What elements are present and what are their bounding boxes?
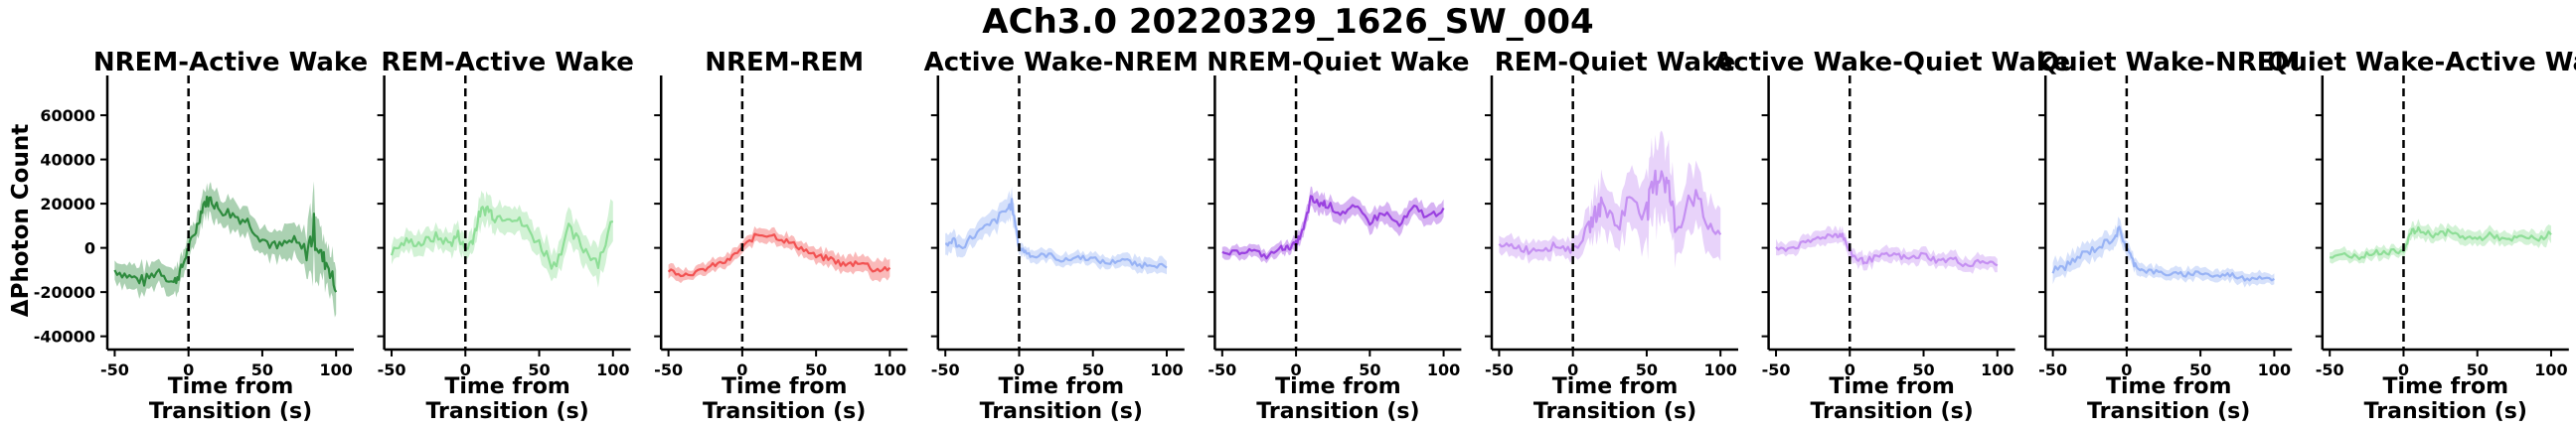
panel-title: Active Wake-NREM	[924, 48, 1199, 77]
panel-4: -50 0 50 100 Active Wake-NREM Time fromTransi…	[924, 48, 1199, 424]
error-band	[1221, 186, 1444, 264]
x-tick-label: 0	[736, 360, 747, 379]
x-tick-label: -50	[1208, 360, 1236, 379]
panel-2: -50 0 50 100 REM-Active Wake Time fromTransit…	[378, 48, 634, 424]
panel-1: -50 0 50 100 -40000 -20000 0 20000 40000 60000 NRE…	[34, 48, 368, 424]
y-axis-label: ΔPhoton Count	[8, 124, 34, 317]
x-tick-label: 100	[1981, 360, 2013, 379]
y-tick-label: -40000	[34, 328, 95, 347]
x-axis-label-line2: Transition (s)	[425, 399, 588, 424]
x-tick-label: 50	[1082, 360, 1104, 379]
x-tick-label: 100	[2258, 360, 2291, 379]
x-axis-label-line1: Time from	[722, 374, 848, 399]
panel-6: -50 0 50 100 REM-Quiet Wake Time fromTransiti…	[1485, 48, 1738, 424]
x-tick-label: -50	[931, 360, 960, 379]
x-tick-label: 100	[1427, 360, 1460, 379]
x-tick-label: 50	[1636, 360, 1658, 379]
panel-title: Active Wake-Quiet Wake	[1713, 48, 2070, 77]
x-axis-label-line2: Transition (s)	[2364, 399, 2527, 424]
x-tick-label: 100	[874, 360, 906, 379]
series-line	[667, 232, 891, 278]
y-tick-label: -20000	[34, 283, 95, 302]
figure-suptitle: ACh3.0 20220329_1626_SW_004	[982, 2, 1594, 42]
error-band	[1776, 225, 1998, 274]
y-tick-label: 20000	[40, 195, 95, 214]
x-tick-label: 0	[2121, 360, 2132, 379]
x-tick-label: -50	[100, 360, 129, 379]
x-tick-label: -50	[2316, 360, 2344, 379]
x-axis-label-line2: Transition (s)	[1256, 399, 1419, 424]
x-axis-label-line2: Transition (s)	[703, 399, 866, 424]
x-axis-label-line2: Transition (s)	[980, 399, 1143, 424]
panel-title: REM-Quiet Wake	[1495, 48, 1736, 77]
panel-title: REM-Active Wake	[381, 48, 633, 77]
x-tick-label: -50	[378, 360, 406, 379]
series-line	[1775, 232, 1999, 268]
x-tick-label: 0	[460, 360, 471, 379]
panel-7: -50 0 50 100 Active Wake-Quiet Wake Time from…	[1713, 48, 2070, 424]
series-line	[2329, 225, 2552, 261]
series-line	[390, 205, 614, 270]
x-tick-label: 0	[1567, 360, 1578, 379]
x-tick-label: 50	[251, 360, 273, 379]
x-tick-label: 50	[1359, 360, 1380, 379]
error-band	[2052, 216, 2275, 288]
x-tick-label: 0	[183, 360, 194, 379]
x-axis-label-line1: Time from	[444, 374, 570, 399]
x-tick-label: -50	[1762, 360, 1791, 379]
series-line	[1221, 195, 1445, 260]
series-line	[1498, 169, 1722, 255]
error-band	[114, 181, 337, 318]
x-tick-label: 100	[319, 360, 352, 379]
series-line	[113, 196, 338, 293]
x-axis-label-line1: Time from	[1275, 374, 1401, 399]
x-axis-label-line2: Transition (s)	[2087, 399, 2250, 424]
x-axis-label-line1: Time from	[1829, 374, 1955, 399]
x-tick-label: 50	[1912, 360, 1934, 379]
panel-title: NREM-Quiet Wake	[1207, 48, 1469, 77]
x-tick-label: 0	[1014, 360, 1025, 379]
y-tick-label: 60000	[40, 106, 95, 125]
x-tick-label: 50	[2189, 360, 2211, 379]
error-band	[668, 225, 890, 284]
x-tick-label: 0	[2398, 360, 2409, 379]
panel-title: Quiet Wake-NREM	[2037, 48, 2300, 77]
y-tick-label: 0	[84, 239, 95, 258]
x-tick-label: 100	[1150, 360, 1183, 379]
error-band	[1499, 130, 1721, 268]
x-tick-label: 0	[1845, 360, 1855, 379]
series-line	[944, 198, 1168, 269]
panel-9: -50 0 50 100 Quiet Wake-Active Wake Time from…	[2267, 48, 2576, 424]
x-axis-label-line2: Transition (s)	[1810, 399, 1973, 424]
panel-title: NREM-Active Wake	[93, 48, 368, 77]
x-tick-label: -50	[654, 360, 683, 379]
x-tick-label: 100	[596, 360, 629, 379]
error-band	[945, 186, 1167, 275]
x-tick-label: 100	[1703, 360, 1736, 379]
y-tick-label: 40000	[40, 151, 95, 170]
x-tick-label: 0	[1291, 360, 1302, 379]
panel-title: NREM-REM	[705, 48, 864, 77]
x-axis-label-line1: Time from	[1552, 374, 1679, 399]
x-axis-label-line2: Transition (s)	[149, 399, 312, 424]
x-axis-label-line1: Time from	[2106, 374, 2232, 399]
x-tick-label: -50	[1485, 360, 1514, 379]
x-tick-label: 50	[528, 360, 550, 379]
x-axis-label-line2: Transition (s)	[1533, 399, 1696, 424]
x-tick-label: -50	[2038, 360, 2067, 379]
x-tick-label: 100	[2534, 360, 2567, 379]
x-tick-label: 50	[805, 360, 827, 379]
x-tick-label: 50	[2467, 360, 2489, 379]
x-axis-label-line1: Time from	[168, 374, 294, 399]
panel-5: -50 0 50 100 NREM-Quiet Wake Time fromTransit…	[1207, 48, 1469, 424]
panel-8: -50 0 50 100 Quiet Wake-NREM Time fromTransit…	[2037, 48, 2300, 424]
panel-title: Quiet Wake-Active Wake	[2267, 48, 2576, 77]
x-axis-label-line1: Time from	[2383, 374, 2509, 399]
x-axis-label-line1: Time from	[999, 374, 1125, 399]
series-line	[2051, 225, 2275, 282]
